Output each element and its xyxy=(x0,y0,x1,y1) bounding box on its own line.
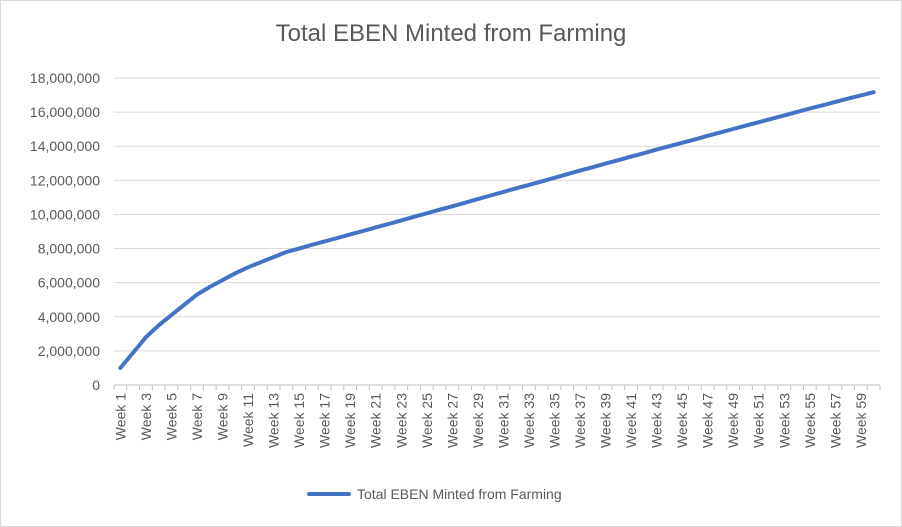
series-lines xyxy=(118,90,876,370)
y-tick-label: 16,000,000 xyxy=(30,104,100,120)
x-tick-label: Week 5 xyxy=(163,393,179,440)
x-tick-label: Week 13 xyxy=(266,393,282,448)
x-tick-label: Week 33 xyxy=(521,393,537,448)
x-tick-label: Week 3 xyxy=(138,393,154,440)
x-tick-label: Week 39 xyxy=(598,393,614,448)
y-tick-label: 4,000,000 xyxy=(38,309,100,325)
y-tick-label: 18,000,000 xyxy=(30,70,100,86)
x-tick-label: Week 9 xyxy=(215,393,231,440)
x-tick-label: Week 57 xyxy=(827,393,843,448)
x-tick-label: Week 11 xyxy=(240,393,256,447)
x-tick-label: Week 1 xyxy=(112,393,128,440)
x-tick-label: Week 35 xyxy=(546,393,562,448)
y-axis: 0 2,000,000 4,000,000 6,000,000 8,000,000 10,… xyxy=(30,70,100,393)
legend-label: Total EBEN Minted from Farming xyxy=(357,486,562,502)
x-tick-label: Week 41 xyxy=(623,393,639,448)
x-tick-label: Week 55 xyxy=(802,393,818,448)
x-tick-label: Week 7 xyxy=(189,393,205,440)
x-tick-label: Week 27 xyxy=(444,393,460,448)
y-tick-label: 10,000,000 xyxy=(30,206,100,222)
y-tick-label: 0 xyxy=(92,377,100,393)
gridlines xyxy=(114,77,880,386)
x-tick-label: Week 31 xyxy=(495,393,511,448)
series-line xyxy=(118,90,876,370)
y-tick-label: 6,000,000 xyxy=(38,275,100,291)
x-tick-label: Week 15 xyxy=(291,393,307,448)
y-tick-label: 8,000,000 xyxy=(38,241,100,257)
chart-title: Total EBEN Minted from Farming xyxy=(275,20,627,47)
x-tick-label: Week 59 xyxy=(853,393,869,448)
x-tick-label: Week 47 xyxy=(700,393,716,448)
x-tick-label: Week 17 xyxy=(317,393,333,448)
x-tick-label: Week 53 xyxy=(776,393,792,448)
x-tick-label: Week 43 xyxy=(649,393,665,448)
x-tick-label: Week 23 xyxy=(393,393,409,448)
x-tick-label: Week 29 xyxy=(470,393,486,448)
y-tick-label: 12,000,000 xyxy=(30,172,100,188)
x-tick-label: Week 45 xyxy=(674,393,690,448)
x-tick-label: Week 51 xyxy=(751,393,767,448)
y-tick-label: 2,000,000 xyxy=(38,343,100,359)
legend-swatch xyxy=(307,492,351,496)
x-tick-label: Week 19 xyxy=(342,393,358,448)
x-tick-label: Week 37 xyxy=(572,393,588,448)
x-tick-label: Week 49 xyxy=(725,393,741,448)
legend: Total EBEN Minted from Farming xyxy=(307,484,562,504)
x-tick-label: Week 25 xyxy=(419,393,435,448)
x-axis: Week 1 Week 3 Week 5 Week 7 Week 9 Week 11 Wee… xyxy=(112,385,881,448)
y-tick-label: 14,000,000 xyxy=(30,138,100,154)
x-tick-label: Week 21 xyxy=(368,393,384,448)
